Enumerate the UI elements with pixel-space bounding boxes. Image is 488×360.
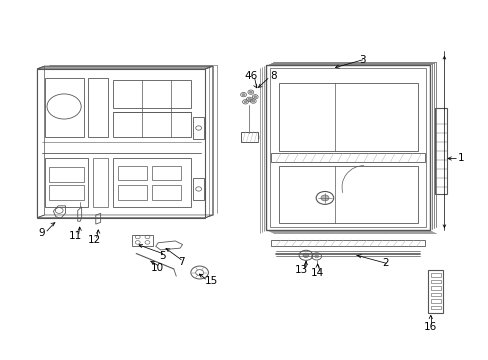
Bar [278,83,417,151]
Bar [430,280,440,283]
Bar [271,153,424,162]
Text: 16: 16 [423,322,436,332]
Text: 12: 12 [87,234,101,244]
Text: 7: 7 [178,257,184,267]
Text: 2: 2 [382,258,388,268]
Bar [44,78,83,137]
Bar [152,185,181,200]
Bar [93,158,108,207]
Text: 8: 8 [270,71,277,81]
Bar [430,286,440,290]
Text: 3: 3 [359,55,365,65]
Text: 1: 1 [457,153,464,163]
Text: 13: 13 [294,265,307,275]
Bar [240,132,258,142]
Text: 9: 9 [39,228,45,238]
Text: 11: 11 [68,231,82,240]
Circle shape [321,195,328,201]
Bar [44,158,88,207]
Bar [118,185,147,200]
Circle shape [247,98,250,100]
Bar [270,68,425,227]
Circle shape [249,91,252,93]
Bar [49,167,83,182]
Bar [193,178,203,200]
Text: 5: 5 [159,251,165,261]
Text: 15: 15 [204,276,218,286]
Bar [132,235,153,246]
Bar [113,158,190,207]
Bar [430,306,440,309]
Text: 14: 14 [310,268,324,278]
Bar [49,185,83,200]
Bar [430,299,440,303]
Circle shape [314,255,318,258]
Bar [430,273,440,277]
Bar [113,80,190,108]
Bar [118,166,147,180]
Bar [193,117,203,139]
Bar [266,65,429,230]
Bar [113,112,190,137]
Bar [278,166,417,223]
Bar [152,166,181,180]
Circle shape [303,253,308,257]
Circle shape [244,101,246,103]
Text: 46: 46 [244,71,257,81]
Bar [434,108,446,194]
Text: 10: 10 [151,263,164,273]
Circle shape [251,100,254,102]
Bar [88,78,108,137]
Bar [37,69,205,218]
Circle shape [253,96,256,98]
Bar [430,293,440,296]
Bar [427,270,442,313]
Bar [271,240,424,246]
Circle shape [242,94,244,96]
